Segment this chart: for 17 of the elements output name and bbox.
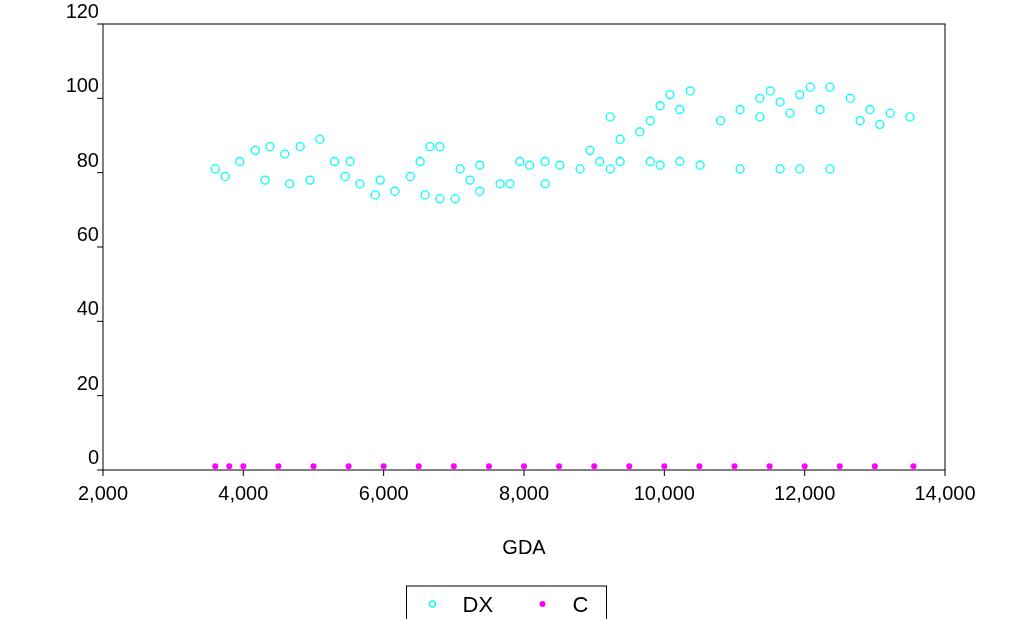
x-tick-label: 4,000 [218, 482, 269, 504]
x-tick-label: 12,000 [774, 482, 836, 504]
legend-label: DX [462, 592, 494, 617]
y-tick-label: 0 [87, 446, 99, 468]
x-tick-label: 6,000 [358, 482, 409, 504]
x-tick-label: 14,000 [914, 482, 976, 504]
y-tick-label: 60 [76, 223, 99, 245]
x-tick-label: 8,000 [498, 482, 550, 504]
y-tick-label: 80 [76, 148, 99, 171]
x-tick-label: 10,000 [633, 482, 695, 504]
y-tick-label: 120 [65, 0, 99, 22]
x-axis-title: GDA [502, 536, 547, 558]
y-tick-label: 20 [76, 371, 99, 394]
x-tick-label: 2,000 [77, 482, 129, 504]
y-tick-label: 100 [65, 74, 99, 97]
legend-label: C [572, 592, 589, 617]
y-tick-label: 40 [76, 297, 99, 320]
